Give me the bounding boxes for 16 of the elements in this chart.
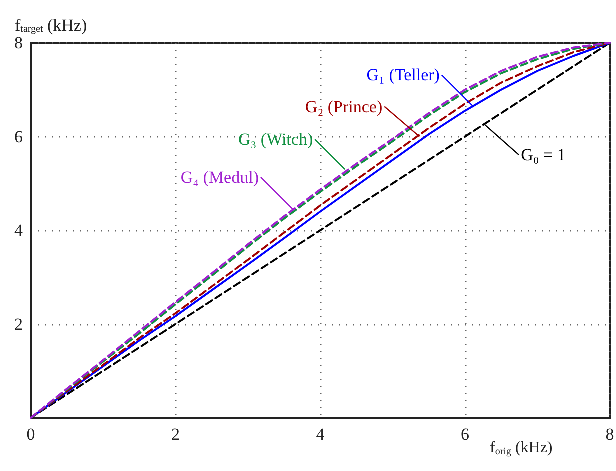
annotation: G₃ (Witch) [238, 130, 314, 150]
x-tick-label: 8 [606, 425, 614, 444]
y-axis-title: ftarget (kHz) [15, 16, 88, 36]
y-tick-label: 8 [14, 34, 23, 52]
annotation: G₁ (Teller) [366, 66, 440, 85]
annotation: G₀ = 1 [521, 146, 566, 165]
annotation: G₄ (Medul) [180, 168, 259, 187]
y-tick-label: 6 [14, 127, 23, 146]
x-tick-label: 2 [172, 425, 180, 444]
line-series [30, 42, 611, 419]
x-tick-label: 4 [316, 425, 326, 444]
x-tick-label: 6 [461, 425, 470, 444]
y-tick-label: 2 [14, 314, 23, 334]
y-tick-label: 4 [14, 221, 24, 240]
x-tick-label: 0 [26, 425, 36, 444]
annotation: G₂ (Prince) [305, 97, 383, 116]
